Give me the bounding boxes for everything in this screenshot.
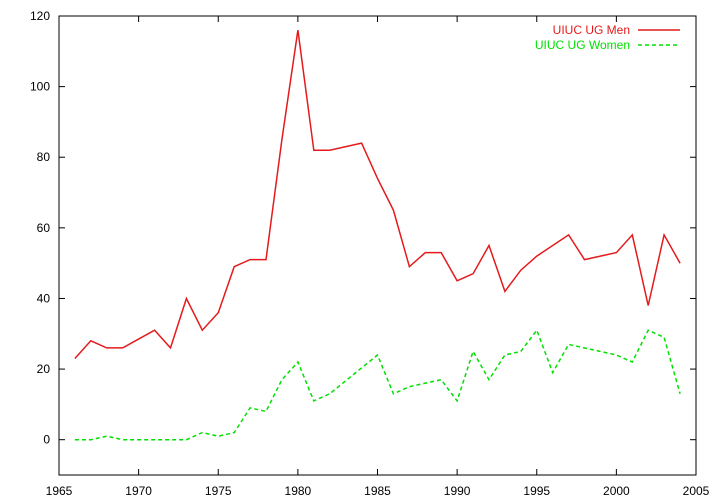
axis-tick-labels: 1965 1970 1975 1980 1985 1990 1995 2000 2005 0 20 4…	[30, 9, 710, 498]
y-tick-label: 80	[37, 150, 51, 164]
y-tick-label: 0	[43, 433, 50, 447]
x-tick-label: 2000	[603, 484, 630, 498]
y-tick-label: 60	[37, 221, 51, 235]
legend-label: UIUC UG Women	[535, 38, 630, 52]
x-tick-label: 1965	[46, 484, 73, 498]
y-tick-label: 40	[37, 291, 51, 305]
x-tick-label: 1990	[444, 484, 471, 498]
axis-ticks	[58, 15, 697, 475]
series-line-0	[74, 29, 681, 360]
x-tick-label: 2005	[683, 484, 710, 498]
x-tick-label: 1985	[364, 484, 391, 498]
y-tick-label: 120	[30, 9, 50, 23]
x-tick-label: 1980	[285, 484, 312, 498]
series-line-1	[74, 328, 681, 441]
x-tick-label: 1975	[205, 484, 232, 498]
x-tick-label: 1970	[125, 484, 152, 498]
y-tick-label: 20	[37, 362, 51, 376]
legend-label: UIUC UG Men	[553, 23, 630, 37]
y-tick-label: 100	[30, 80, 50, 94]
series-layer	[74, 29, 681, 441]
x-tick-label: 1995	[523, 484, 550, 498]
plot-frame	[58, 15, 697, 476]
